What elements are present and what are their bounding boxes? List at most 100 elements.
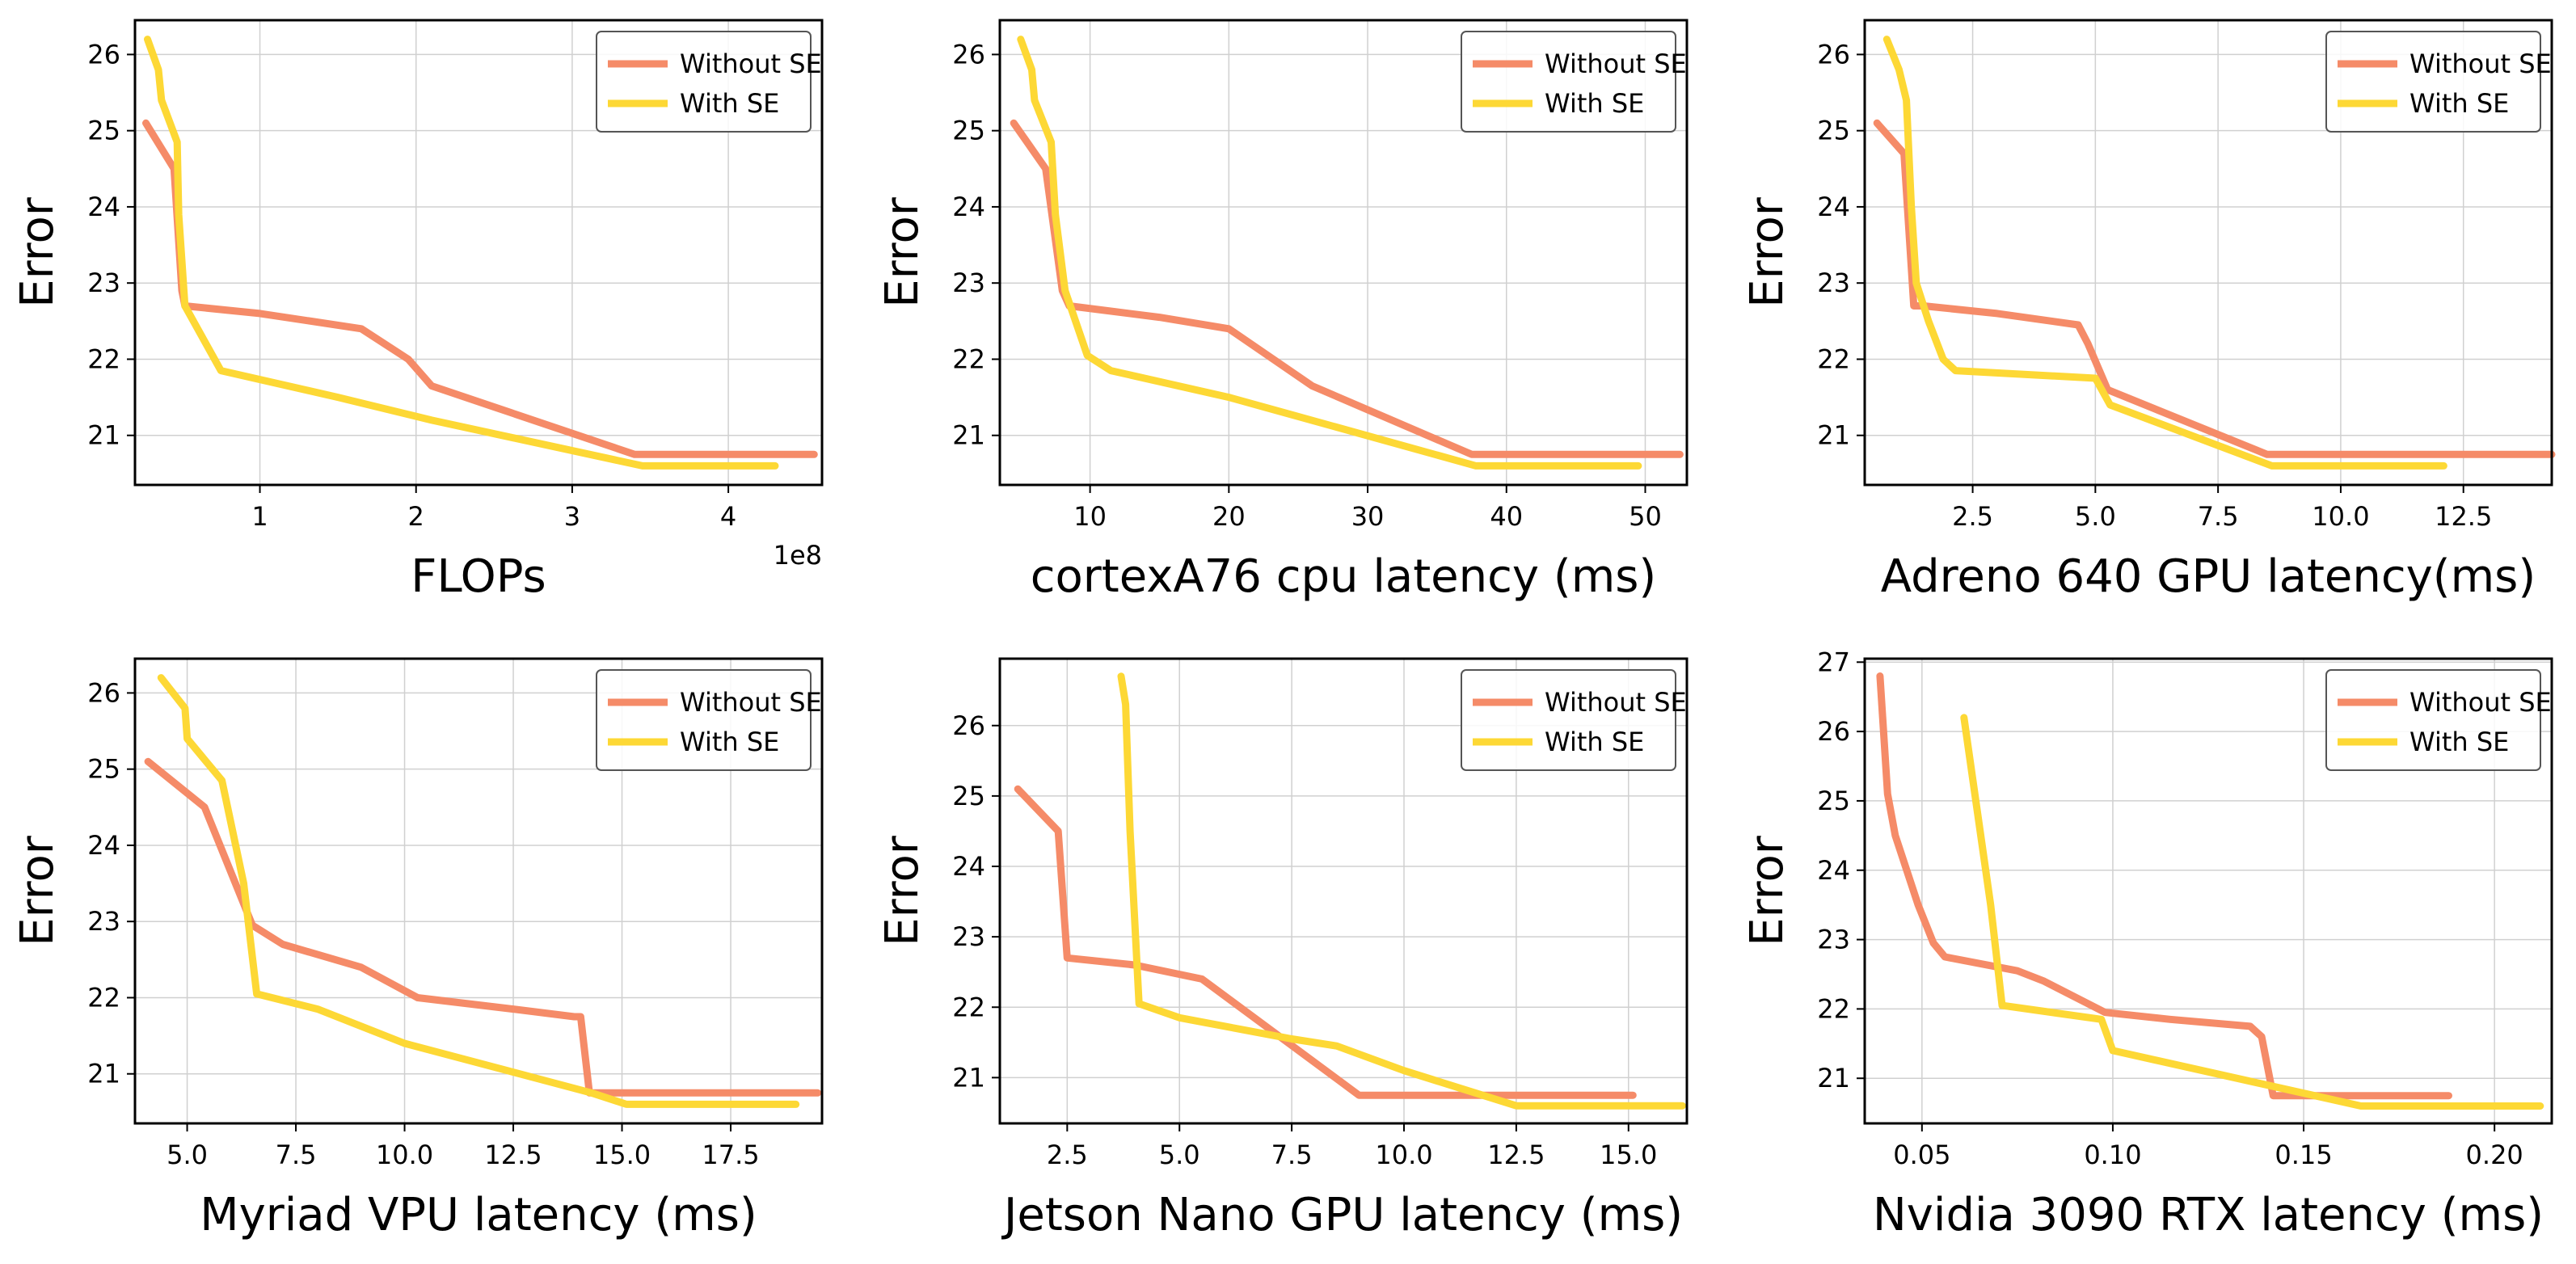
chart-panel-4: 5.0 7.5 10.0 12.5 15.0 17.5 21 22 23 24 25 26 Myriad…	[11, 657, 824, 1241]
y-tick-label: 26	[952, 710, 985, 741]
x-scale-exponent: 1e8	[774, 540, 822, 571]
series-line-with-se	[1882, 36, 2447, 470]
x-tick-label: 12.5	[2435, 501, 2492, 532]
legend: Without SE With SE	[2325, 31, 2552, 133]
x-tick-label: 40	[1490, 501, 1523, 532]
series-line-with-se	[1017, 36, 1642, 470]
y-tick-label: 24	[87, 192, 120, 222]
y-tick-label: 23	[1817, 925, 1850, 955]
y-tick-label: 25	[1817, 116, 1850, 146]
x-tick-label: 20	[1212, 501, 1246, 532]
x-tick-label: 7.5	[2198, 501, 2239, 532]
y-tick-label: 24	[1817, 192, 1850, 222]
plot-frame	[133, 657, 824, 1125]
y-tick-label: 23	[87, 268, 120, 298]
y-axis-label: Error	[876, 196, 929, 307]
x-tick-label: 12.5	[1487, 1140, 1545, 1170]
legend: Without SE With SE	[1461, 31, 1687, 133]
series-line-without-se	[1010, 119, 1684, 458]
x-tick-label: 0.20	[2466, 1140, 2523, 1170]
y-tick-label: 26	[1817, 716, 1850, 747]
series-line-without-se	[1873, 119, 2556, 458]
plot-frame	[133, 19, 824, 487]
y-tick-label: 26	[87, 677, 120, 708]
chart-panel-2: 10 20 30 40 50 21 22 23 24 25 26 cortexA76 cpu late…	[876, 19, 1689, 603]
y-axis-label: Error	[11, 835, 64, 946]
x-tick-label: 17.5	[702, 1140, 759, 1170]
legend-label: Without SE	[2409, 48, 2552, 79]
y-tick-label: 21	[87, 1059, 120, 1089]
x-tick-label: 5.0	[1159, 1140, 1200, 1170]
y-axis-label: Error	[876, 835, 929, 946]
y-tick-label: 22	[1817, 343, 1850, 374]
legend-label: With SE	[680, 88, 779, 119]
y-tick-label: 26	[952, 39, 985, 70]
legend-label: Without SE	[1545, 48, 1687, 79]
plot-frame	[1863, 19, 2553, 487]
x-tick-label: 12.5	[484, 1140, 542, 1170]
y-tick-label: 22	[952, 343, 985, 374]
x-tick-label: 1	[251, 501, 268, 532]
x-axis-label: Myriad VPU latency (ms)	[200, 1189, 757, 1241]
plot-frame	[998, 657, 1689, 1125]
y-axis-label: Error	[1741, 196, 1794, 307]
series-line-with-se	[1117, 672, 1686, 1110]
series-line-with-se	[1960, 714, 2544, 1110]
chart-panel-5: 2.5 5.0 7.5 10.0 12.5 15.0 21 22 23 24 25 26 Jetson …	[876, 657, 1689, 1241]
x-tick-label: 5.0	[2075, 501, 2116, 532]
series-line-without-se	[144, 757, 822, 1097]
legend-label: With SE	[680, 727, 779, 757]
plot-frame	[1863, 657, 2553, 1125]
y-axis-label: Error	[1741, 835, 1794, 946]
y-tick-label: 21	[952, 420, 985, 451]
x-tick-label: 50	[1629, 501, 1662, 532]
x-tick-label: 0.05	[1893, 1140, 1950, 1170]
y-tick-label: 21	[1817, 1063, 1850, 1093]
x-tick-label: 30	[1351, 501, 1385, 532]
x-tick-label: 2.5	[1952, 501, 1993, 532]
x-tick-label: 0.15	[2275, 1140, 2332, 1170]
x-axis-label: Nvidia 3090 RTX latency (ms)	[1873, 1189, 2544, 1241]
y-tick-label: 26	[87, 39, 120, 70]
y-tick-label: 24	[952, 851, 985, 882]
x-tick-label: 7.5	[1271, 1140, 1313, 1170]
y-tick-label: 25	[1817, 786, 1850, 816]
x-tick-label: 15.0	[1600, 1140, 1657, 1170]
x-axis-label: cortexA76 cpu latency (ms)	[1031, 550, 1657, 603]
y-tick-label: 21	[1817, 420, 1850, 451]
legend-label: Without SE	[2409, 687, 2552, 718]
x-tick-label: 3	[564, 501, 580, 532]
y-tick-label: 25	[87, 754, 120, 785]
x-tick-label: 7.5	[276, 1140, 317, 1170]
legend-label: Without SE	[680, 687, 822, 718]
legend-label: With SE	[2409, 727, 2509, 757]
chart-panel-3: 2.5 5.0 7.5 10.0 12.5 21 22 23 24 25 26 Adreno 640 …	[1741, 19, 2556, 603]
x-axis-label: FLOPs	[411, 550, 546, 603]
x-tick-label: 2.5	[1047, 1140, 1088, 1170]
legend-label: With SE	[1545, 88, 1644, 119]
legend: Without SE With SE	[596, 669, 822, 771]
legend-label: Without SE	[1545, 687, 1687, 718]
chart-panel-6: 0.05 0.10 0.15 0.20 21 22 23 24 25 26 27 Nvidia 309…	[1741, 647, 2553, 1241]
y-tick-label: 25	[87, 116, 120, 146]
y-tick-label: 22	[952, 992, 985, 1022]
y-tick-label: 22	[87, 982, 120, 1013]
legend-label: With SE	[1545, 727, 1644, 757]
x-tick-label: 10	[1073, 501, 1107, 532]
y-tick-label: 24	[952, 192, 985, 222]
y-tick-label: 25	[952, 116, 985, 146]
y-tick-label: 23	[1817, 268, 1850, 298]
legend-label: Without SE	[680, 48, 822, 79]
y-tick-label: 24	[87, 830, 120, 861]
series-line-with-se	[144, 36, 779, 470]
y-tick-label: 22	[1817, 993, 1850, 1024]
plot-frame	[998, 19, 1689, 487]
y-tick-label: 25	[952, 781, 985, 811]
y-tick-label: 21	[87, 420, 120, 451]
y-tick-label: 27	[1817, 647, 1850, 677]
x-tick-label: 0.10	[2084, 1140, 2141, 1170]
x-tick-label: 4	[720, 501, 736, 532]
series-line-without-se	[1876, 672, 2452, 1100]
